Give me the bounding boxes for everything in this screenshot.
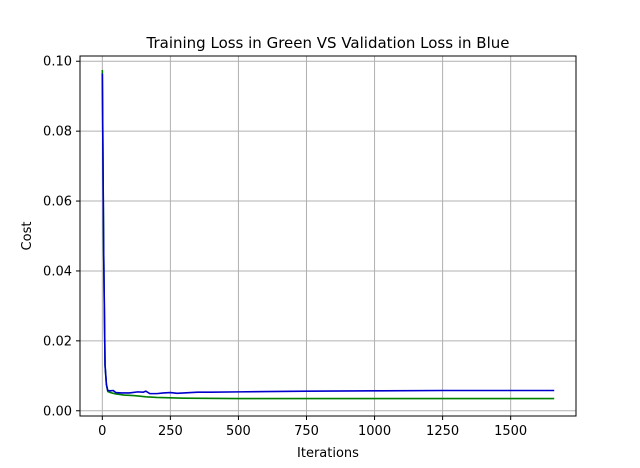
y-tick-label: 0.08 [43, 125, 72, 140]
x-tick-label: 1500 [494, 424, 527, 439]
y-tick-label: 0.10 [43, 55, 72, 70]
x-axis: 0 250 500 750 1000 1250 1500 [98, 416, 527, 439]
chart-title: Training Loss in Green VS Validation Los… [146, 34, 510, 52]
x-tick-label: 250 [158, 424, 183, 439]
x-tick-label: 500 [226, 424, 251, 439]
validation-loss-line [101, 73, 555, 395]
x-tick-label: 1000 [358, 424, 391, 439]
y-tick-label: 0.00 [43, 404, 72, 419]
y-tick-label: 0.02 [43, 334, 72, 349]
y-tick-label: 0.06 [43, 195, 72, 210]
x-tick-label: 750 [294, 424, 319, 439]
y-tick-label: 0.04 [43, 264, 72, 279]
plot-frame [79, 55, 577, 417]
x-tick-label: 0 [98, 424, 106, 439]
x-tick-label: 1250 [426, 424, 459, 439]
y-axis-label: Cost [20, 222, 35, 251]
y-axis: 0.00 0.02 0.04 0.06 0.08 0.10 [43, 55, 80, 419]
grid [80, 56, 576, 416]
x-axis-label: Iterations [297, 446, 359, 461]
series-group [101, 69, 555, 400]
